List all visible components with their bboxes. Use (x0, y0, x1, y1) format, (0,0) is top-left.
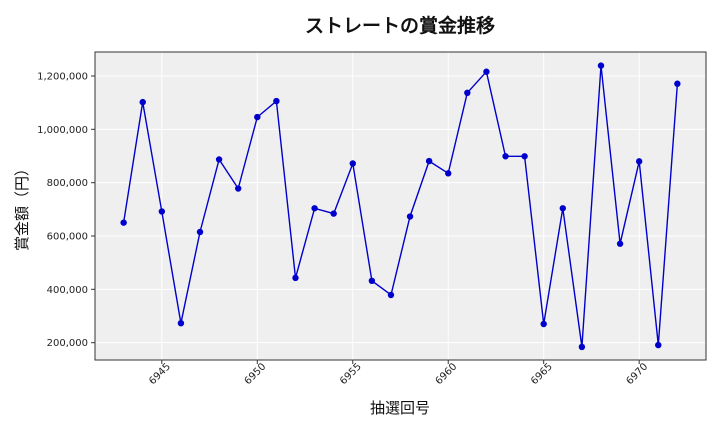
data-point (177, 320, 185, 327)
data-point (349, 160, 356, 167)
chart-title: ストレートの賞金推移 (305, 14, 495, 37)
data-point (445, 170, 452, 177)
data-point (330, 210, 337, 217)
x-tick-label: 6950 (243, 361, 269, 387)
y-tick-label: 400,000 (47, 285, 88, 296)
data-point (597, 62, 605, 69)
y-tick-label: 200,000 (47, 338, 88, 349)
x-tick-label: 6960 (434, 361, 460, 387)
x-tick-label: 6955 (338, 361, 364, 387)
y-tick-label: 1,200,000 (37, 72, 88, 83)
x-tick-label: 6970 (625, 361, 651, 387)
data-point (406, 213, 414, 220)
data-point (273, 97, 280, 105)
y-axis-label: 賞金額（円） (13, 161, 31, 251)
data-point (235, 185, 242, 192)
data-point (311, 205, 318, 212)
data-point (635, 158, 643, 165)
plot-area (95, 52, 706, 360)
y-tick-label: 1,000,000 (37, 125, 88, 136)
data-point (559, 205, 566, 212)
x-axis-label: 抽選回号 (370, 399, 430, 417)
series-line (122, 65, 679, 347)
data-point (540, 320, 547, 328)
data-point (616, 240, 624, 247)
plot-frame (94, 51, 707, 361)
grid-lines (95, 52, 706, 360)
data-point (483, 68, 490, 75)
data-point (158, 208, 166, 215)
data-point (521, 153, 528, 160)
data-point (215, 156, 223, 163)
data-point (502, 153, 509, 160)
data-point (120, 219, 127, 226)
x-tick-label: 6945 (147, 361, 173, 387)
y-tick-label: 800,000 (47, 178, 88, 189)
data-point (387, 291, 395, 299)
y-tick-label: 600,000 (47, 232, 88, 243)
data-point (464, 89, 471, 97)
data-point (674, 80, 681, 87)
data-series (120, 62, 681, 351)
data-point (578, 343, 586, 351)
data-point (292, 274, 299, 282)
data-point (254, 113, 261, 121)
data-point (196, 228, 204, 236)
data-point (425, 157, 433, 165)
data-point (655, 341, 662, 349)
data-point (139, 98, 146, 106)
data-point (368, 277, 376, 284)
x-tick-label: 6965 (529, 361, 555, 387)
